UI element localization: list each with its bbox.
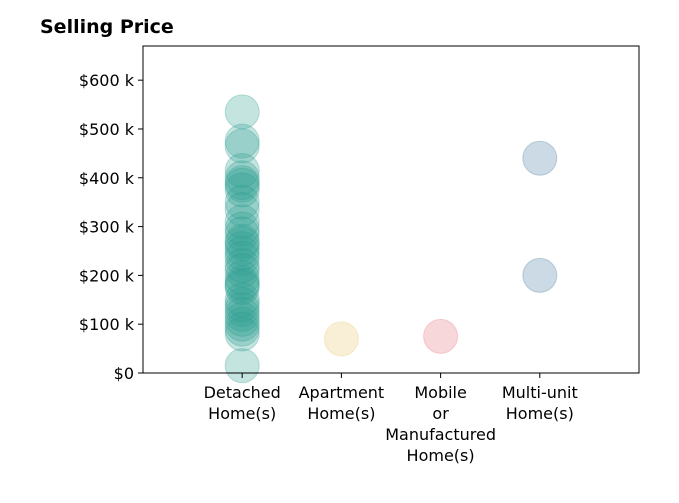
data-point [224, 265, 260, 301]
data-point [224, 192, 260, 227]
x-tick-label-line: Apartment [299, 383, 385, 402]
x-tick-label-line: Detached [204, 383, 281, 402]
data-point [224, 94, 260, 130]
x-tick-label: Multi-unit Home(s) [502, 383, 578, 423]
x-tick-label-line: Home(s) [506, 404, 574, 423]
x-tick-label-line: Home(s) [208, 404, 276, 423]
x-tick-label-line: Manufactured [385, 425, 496, 444]
x-tick-label-line: Home(s) [307, 404, 375, 423]
y-tick-label: $100 k [79, 315, 135, 334]
data-point [224, 296, 260, 332]
x-axis: Detached Home(s)Apartment Home(s)Mobile or M… [204, 373, 578, 465]
data-point [224, 231, 260, 267]
data-point [224, 306, 260, 342]
data-point [224, 216, 260, 252]
x-tick-label-line: Multi-unit [502, 383, 578, 402]
data-point [522, 140, 558, 176]
data-point [224, 348, 260, 384]
data-point [224, 167, 260, 203]
data-point [423, 318, 459, 354]
data-point [224, 248, 260, 284]
data-point [224, 240, 260, 276]
data-point [224, 165, 260, 201]
x-tick-label: Mobile or Manufactured Home(s) [385, 383, 496, 465]
data-point [522, 257, 558, 293]
data-point [224, 253, 260, 289]
x-tick-label-line: Mobile [414, 383, 466, 402]
y-tick-label: $500 k [79, 120, 135, 139]
y-tick-label: $300 k [79, 218, 135, 237]
data-point [224, 128, 260, 164]
data-point [224, 316, 260, 352]
data-point [224, 267, 260, 303]
x-tick-label: Apartment Home(s) [299, 383, 385, 423]
y-tick-label: $600 k [79, 71, 135, 90]
data-point [224, 223, 260, 259]
y-tick-label: $200 k [79, 266, 135, 285]
y-axis: $0 $100 k $200 k $300 k $400 k $500 k $600 k [79, 71, 143, 383]
data-points [224, 94, 558, 384]
data-point [323, 321, 359, 357]
data-point [224, 235, 260, 271]
y-tick-label: $400 k [79, 169, 135, 188]
data-point [224, 311, 260, 347]
data-point [224, 270, 260, 306]
y-tick-label: $0 [114, 364, 134, 383]
data-point [224, 226, 260, 262]
data-point [224, 260, 260, 296]
chart-title: Selling Price [40, 16, 174, 38]
data-point [224, 160, 260, 196]
data-point [224, 184, 260, 220]
plot-frame [142, 45, 640, 374]
data-point [224, 287, 260, 323]
data-point [224, 301, 260, 337]
data-point [224, 211, 260, 247]
data-point [224, 152, 260, 188]
data-point [224, 204, 260, 240]
data-point [224, 282, 260, 318]
data-point [224, 123, 260, 159]
x-tick-label-line: or [432, 404, 449, 423]
x-tick-label: Detached Home(s) [204, 383, 281, 423]
data-point [224, 292, 260, 328]
data-point [224, 172, 260, 208]
x-tick-label-line: Home(s) [407, 446, 475, 465]
